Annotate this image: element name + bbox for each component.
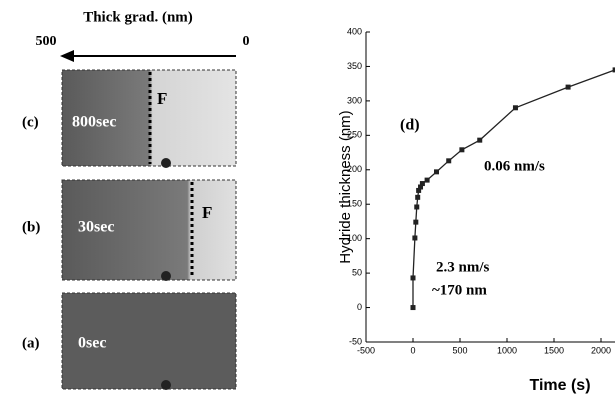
y-tick-label: 150 [347, 199, 362, 209]
y-tick-label: 350 [347, 61, 362, 71]
panel-label: (b) [22, 219, 40, 235]
panel-label: (c) [22, 114, 39, 130]
data-point [411, 275, 416, 280]
data-point [414, 204, 419, 209]
y-tick-label: 400 [347, 26, 362, 36]
front-label: F [157, 89, 167, 108]
y-tick-label: 250 [347, 130, 362, 140]
y-tick-label: 300 [347, 95, 362, 105]
time-label: 800sec [72, 114, 116, 131]
page: Thick grad. (nm) 500 0 (c) 800sec F (b) … [0, 0, 615, 408]
x-tick-label: 1000 [497, 345, 517, 355]
x-tick-label: 0 [410, 345, 415, 355]
data-point [412, 235, 417, 240]
annotation: 2.3 nm/s [436, 259, 490, 275]
data-point [446, 158, 451, 163]
annotation: 0.06 nm/s [484, 158, 545, 174]
front-label: F [202, 203, 212, 222]
data-point [434, 169, 439, 174]
time-label: 30sec [78, 219, 114, 236]
y-tick-label: 100 [347, 233, 362, 243]
data-point [411, 305, 416, 310]
data-point [420, 181, 425, 186]
x-axis-label: Time (s) [529, 377, 590, 394]
y-tick-label: 50 [352, 267, 362, 277]
arrow-head [60, 50, 74, 62]
data-point [566, 85, 571, 90]
y-tick-label: 200 [347, 164, 362, 174]
data-point [477, 138, 482, 143]
x-tick-label: 500 [452, 345, 467, 355]
gradient-label: Thick grad. (nm) [83, 9, 193, 25]
data-point [425, 178, 430, 183]
y-tick-label: 0 [357, 302, 362, 312]
x-tick-label: -500 [357, 345, 375, 355]
data-point [413, 220, 418, 225]
data-point [415, 195, 420, 200]
panel-label: (a) [22, 335, 40, 351]
annotation: ~170 nm [432, 282, 487, 298]
figure: Thick grad. (nm) 500 0 (c) 800sec F (b) … [0, 0, 615, 408]
marker-dot [161, 271, 171, 281]
gradient-right: 0 [243, 34, 250, 49]
x-tick-label: 1500 [544, 345, 564, 355]
data-point [459, 147, 464, 152]
marker-dot [161, 158, 171, 168]
panel-label: (d) [400, 117, 420, 134]
x-tick-label: 2000 [591, 345, 611, 355]
gradient-left: 500 [36, 34, 57, 49]
marker-dot [161, 380, 171, 390]
data-point [513, 105, 518, 110]
time-label: 0sec [78, 335, 106, 352]
